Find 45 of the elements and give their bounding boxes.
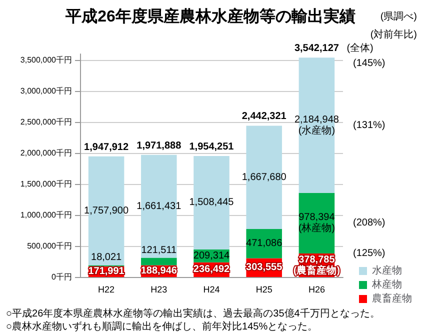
text: (県調べ)	[380, 10, 418, 22]
y-tick-label: 3,000,000千円	[20, 86, 72, 96]
text: (145%)	[353, 58, 386, 70]
y-tick-label: 2,000,000千円	[20, 148, 72, 158]
y-tick-label: 0千円	[52, 272, 72, 282]
text: (全体)	[346, 42, 374, 54]
data-label: 2,184,948 (水産物)	[294, 114, 340, 136]
total-label: 2,442,321	[242, 111, 287, 122]
data-label: 209,314	[193, 250, 230, 262]
bar	[141, 258, 177, 266]
y-tick-label: 1,500,000千円	[20, 180, 72, 189]
legend-label: 林産物	[371, 278, 402, 290]
data-label: 1,661,431	[136, 200, 182, 212]
y-tick-label: 500,000千円	[27, 242, 72, 251]
text: ○平成26年度本県産農林水産物等の輸出実績は、過去最高の35億4千万円となった。	[6, 308, 380, 320]
data-label: 18,021	[91, 252, 122, 264]
chart-title: 平成26年度県産農林水産物等の輸出実績	[64, 6, 356, 26]
y-tick-label: 2,500,000千円	[20, 118, 72, 127]
legend-label: 農畜産物	[372, 292, 412, 304]
y-tick-label: 1,000,000千円	[20, 210, 72, 220]
x-tick-label: H22	[98, 284, 115, 294]
y-tick-label: 3,500,000千円	[20, 56, 72, 65]
total-label: 1,971,888	[136, 140, 182, 152]
x-tick-label: H24	[203, 284, 220, 294]
data-label: 1,667,680	[242, 172, 287, 183]
x-tick-label: H23	[150, 284, 168, 294]
total-label: 3,542,127	[294, 43, 340, 54]
text: (208%)	[353, 218, 386, 229]
text: (125%)	[353, 248, 386, 260]
data-label: 121,511	[141, 244, 178, 256]
total-label: 1,947,912	[84, 142, 129, 153]
data-label: 1,508,445	[189, 197, 234, 208]
total-label: 1,954,251	[189, 141, 234, 152]
data-label: 188,946	[140, 266, 178, 277]
text: ○農林水産物いずれも順調に輸出を伸ばし、前年対比145%となった。	[6, 320, 318, 332]
legend-label: 水産物	[372, 264, 402, 276]
data-label: 303,555	[246, 262, 283, 274]
data-label: 1,757,900	[84, 205, 129, 216]
data-label: 171,991	[88, 266, 125, 278]
text: (131%)	[353, 120, 386, 131]
data-label: 978,394 (林産物)	[298, 212, 336, 234]
x-tick-label: H26	[308, 284, 325, 294]
text: (対前年比)	[370, 28, 418, 40]
x-tick-label: H25	[256, 284, 272, 294]
data-label: 236,492	[193, 264, 230, 276]
